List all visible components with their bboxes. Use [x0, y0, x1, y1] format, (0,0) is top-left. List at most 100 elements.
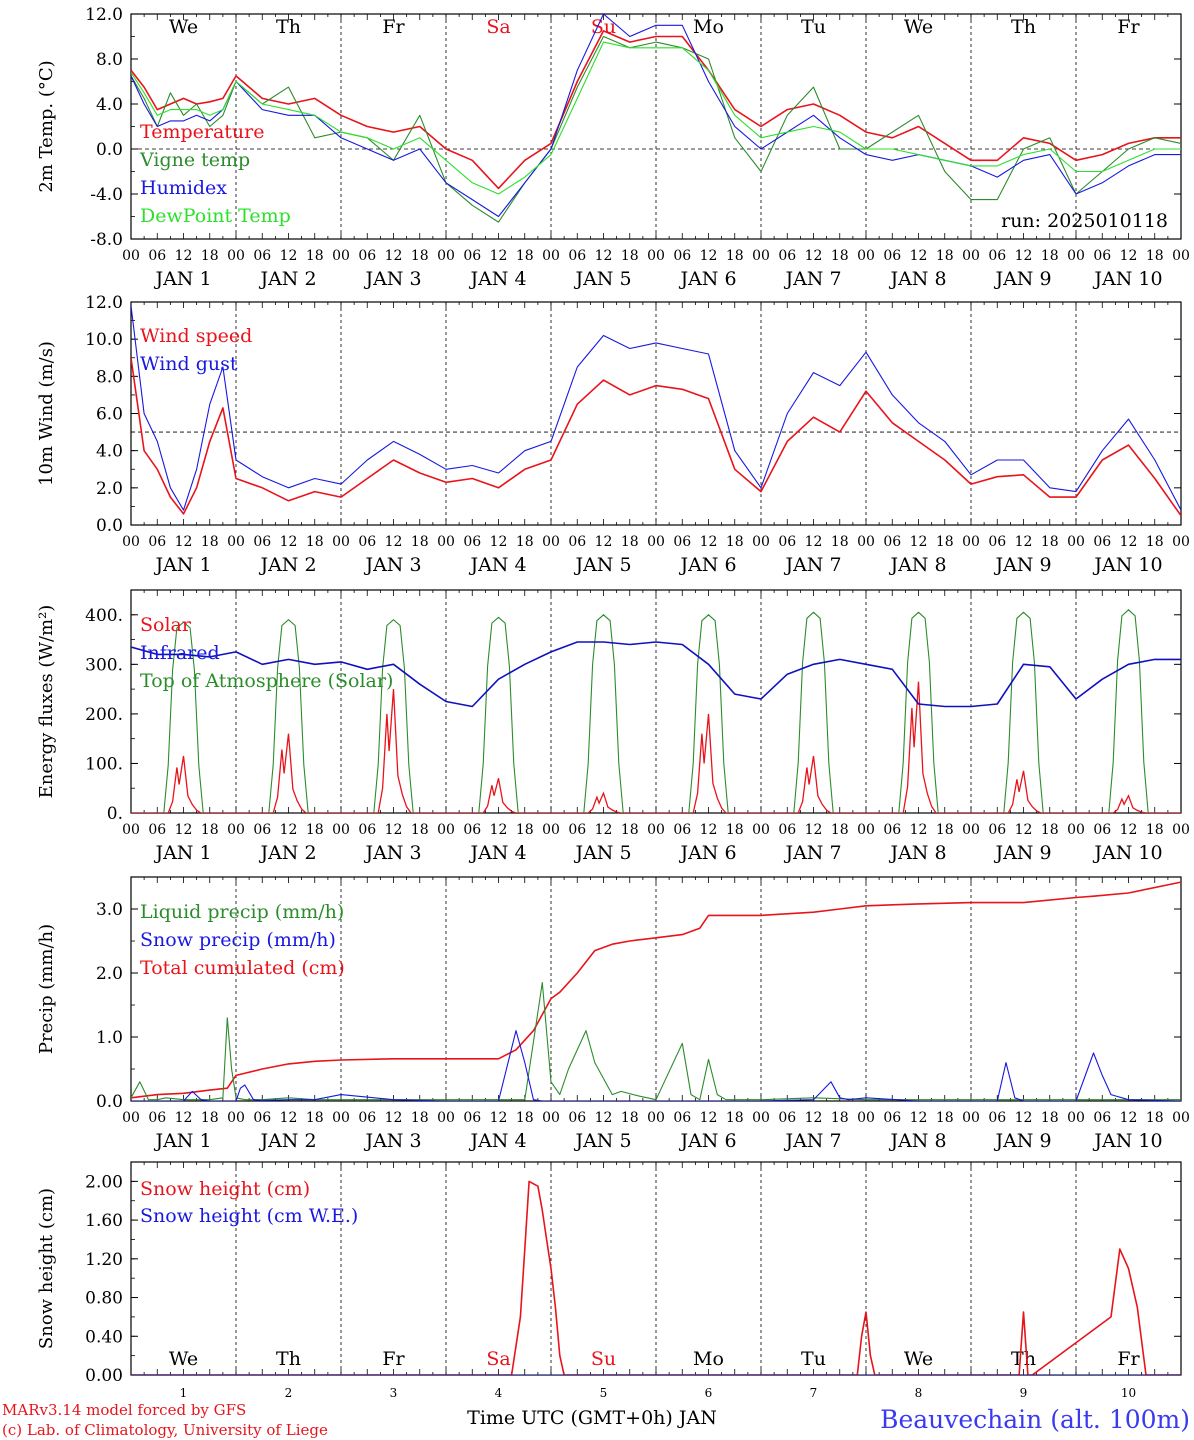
series-line-total-cumulated-cm-	[131, 881, 1181, 1099]
y-tick-label: -4.0	[90, 185, 123, 205]
hour-tick-label: 18	[411, 822, 429, 838]
hour-tick-label: 12	[910, 534, 928, 550]
hour-tick-label: 18	[936, 248, 954, 264]
day-number-label: 2	[285, 1386, 293, 1400]
date-label: JAN 10	[1092, 268, 1162, 290]
hour-tick-label: 00	[437, 1110, 455, 1126]
hour-tick-label: 12	[175, 822, 193, 838]
hour-tick-label: 18	[1041, 1110, 1059, 1126]
y-tick-label: 0.	[107, 804, 123, 824]
hour-tick-label: 00	[437, 822, 455, 838]
hour-tick-label: 06	[253, 1110, 271, 1126]
hour-tick-label: 00	[962, 822, 980, 838]
hour-tick-label: 18	[936, 1110, 954, 1126]
date-label: JAN 7	[783, 1130, 841, 1152]
date-label: JAN 5	[573, 268, 631, 290]
day-number-label: 1	[180, 1386, 188, 1400]
day-number-label: 10	[1121, 1386, 1136, 1400]
date-label: JAN 5	[573, 1130, 631, 1152]
hour-tick-label: 18	[621, 534, 639, 550]
day-number-label: 4	[495, 1386, 503, 1400]
y-tick-label: 200.	[85, 705, 123, 725]
series-line-solar	[131, 681, 1181, 813]
legend-entry: Top of Atmosphere (Solar)	[140, 670, 393, 692]
date-label: JAN 10	[1092, 1130, 1162, 1152]
hour-tick-label: 18	[306, 822, 324, 838]
hour-tick-label: 06	[1093, 534, 1111, 550]
hour-tick-label: 18	[516, 534, 534, 550]
hour-tick-label: 12	[595, 1110, 613, 1126]
day-name-label: We	[169, 1348, 198, 1370]
hour-tick-label: 18	[726, 822, 744, 838]
hour-tick-label: 18	[831, 534, 849, 550]
hour-tick-label: 18	[1146, 1110, 1164, 1126]
date-label: JAN 1	[153, 554, 211, 576]
hour-tick-label: 06	[148, 248, 166, 264]
hour-tick-label: 18	[411, 534, 429, 550]
hour-tick-label: 06	[463, 822, 481, 838]
hour-tick-label: 00	[332, 822, 350, 838]
legend-entry: Infrared	[140, 642, 220, 664]
hour-tick-label: 00	[1172, 822, 1190, 838]
series-line-wind-gust	[131, 305, 1181, 511]
hour-tick-label: 00	[1172, 534, 1190, 550]
model-credit: MARv3.14 model forced by GFS	[2, 1401, 246, 1419]
hour-tick-label: 18	[1041, 822, 1059, 838]
day-name-label: Mo	[693, 16, 724, 38]
hour-tick-label: 00	[332, 534, 350, 550]
panel-2: 0.0 2.0 4.0 6.0 8.0 10.0 12.0 10m Wind (m/s) 00 0…	[36, 293, 1190, 576]
hour-tick-label: 06	[463, 534, 481, 550]
hour-tick-label: 00	[332, 1110, 350, 1126]
hour-tick-label: 18	[201, 1110, 219, 1126]
hour-tick-label: 06	[883, 534, 901, 550]
hour-tick-label: 00	[857, 822, 875, 838]
hour-tick-label: 18	[831, 248, 849, 264]
hour-tick-label: 00	[1172, 248, 1190, 264]
hour-tick-label: 06	[568, 248, 586, 264]
hour-tick-label: 12	[805, 248, 823, 264]
hour-tick-label: 12	[1015, 534, 1033, 550]
day-number-label: 3	[390, 1386, 398, 1400]
hour-tick-label: 00	[752, 248, 770, 264]
hour-tick-label: 00	[1067, 822, 1085, 838]
y-tick-label: 100.	[85, 754, 123, 774]
day-name-label: Su	[591, 1348, 616, 1370]
series-line-infrared	[131, 641, 1181, 708]
day-name-label: We	[904, 16, 933, 38]
hour-tick-label: 00	[542, 534, 560, 550]
series-line-dewpoint-temp	[131, 41, 1181, 195]
date-label: JAN 2	[258, 554, 316, 576]
hour-tick-label: 12	[805, 1110, 823, 1126]
y-tick-label: 8.0	[96, 367, 123, 387]
hour-tick-label: 00	[962, 248, 980, 264]
date-label: JAN 2	[258, 842, 316, 864]
date-label: JAN 10	[1092, 554, 1162, 576]
hour-tick-label: 06	[883, 822, 901, 838]
hour-tick-label: 00	[542, 822, 560, 838]
day-name-label: We	[169, 16, 198, 38]
y-tick-label: -8.0	[90, 230, 123, 250]
y-tick-label: 0.0	[96, 1092, 123, 1112]
hour-tick-label: 18	[1146, 534, 1164, 550]
series-line-top-of-atmosphere	[131, 609, 1181, 813]
hour-tick-label: 06	[673, 1110, 691, 1126]
day-name-label: Tu	[801, 16, 826, 38]
date-label: JAN 8	[888, 268, 946, 290]
series-group	[131, 609, 1181, 813]
series-line-vigne-temp	[131, 35, 1181, 223]
hour-tick-label: 00	[227, 822, 245, 838]
day-name-label: Fr	[1117, 1348, 1140, 1370]
day-name-label: Fr	[382, 16, 405, 38]
legend-entry: Snow height (cm W.E.)	[140, 1205, 358, 1227]
date-label: JAN 5	[573, 842, 631, 864]
date-label: JAN 7	[783, 268, 841, 290]
hour-tick-label: 00	[647, 822, 665, 838]
hour-tick-label: 06	[568, 822, 586, 838]
hour-tick-label: 00	[752, 1110, 770, 1126]
hour-tick-label: 12	[700, 822, 718, 838]
hour-tick-label: 12	[910, 1110, 928, 1126]
hour-tick-label: 06	[253, 534, 271, 550]
y-tick-label: 3.0	[96, 900, 123, 920]
hour-tick-label: 00	[752, 822, 770, 838]
